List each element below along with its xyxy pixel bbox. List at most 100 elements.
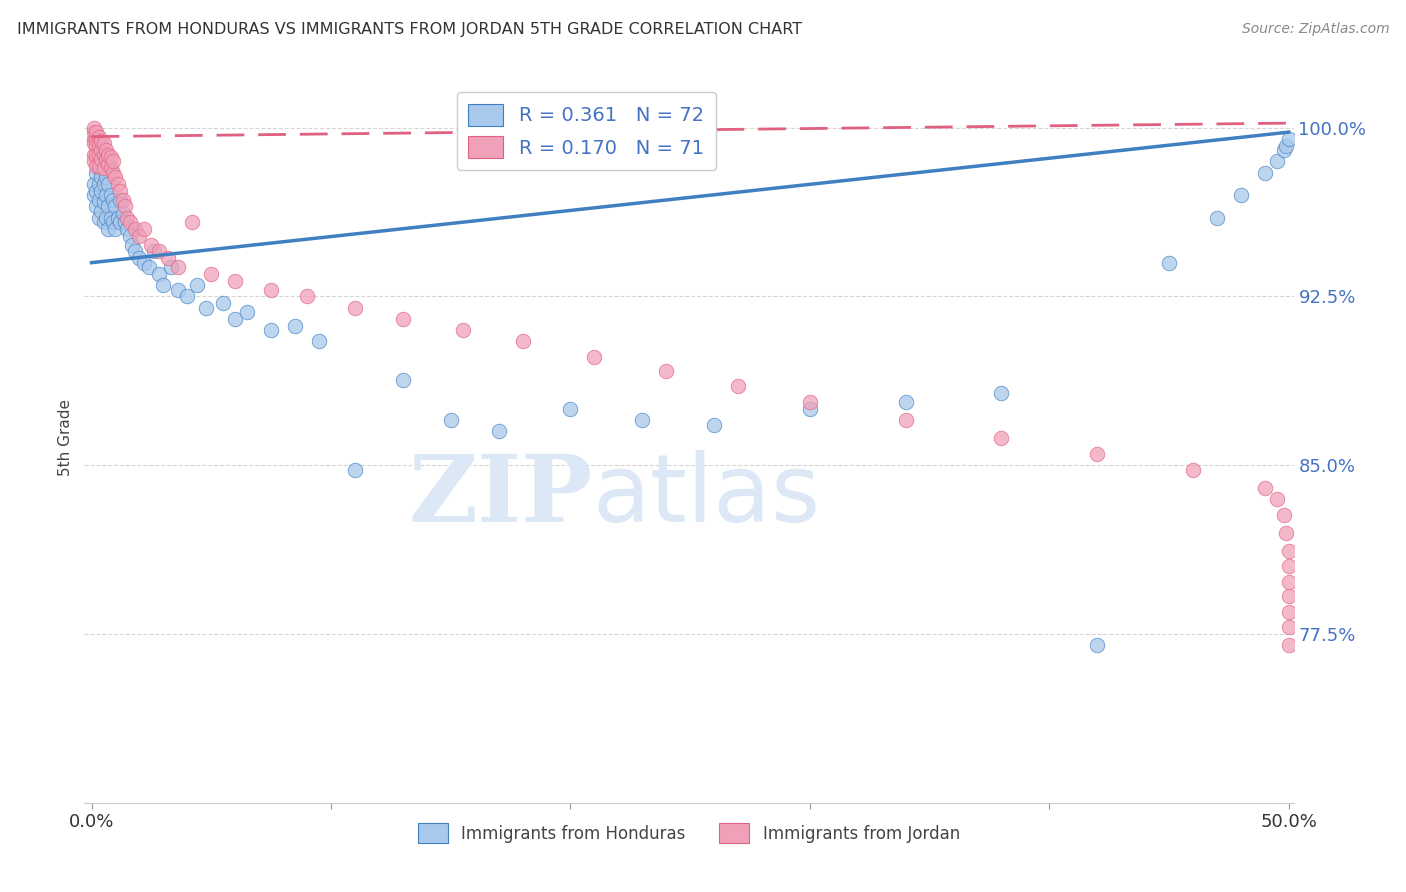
Point bbox=[176, 289, 198, 303]
Point bbox=[94, 152, 117, 166]
Point bbox=[86, 132, 108, 146]
Point bbox=[93, 147, 115, 161]
Point bbox=[1278, 575, 1301, 590]
Point bbox=[100, 211, 122, 225]
Point bbox=[631, 413, 654, 427]
Point bbox=[1230, 188, 1253, 202]
Point bbox=[200, 267, 222, 281]
Point bbox=[97, 222, 120, 236]
Point bbox=[90, 184, 112, 198]
Point bbox=[87, 161, 110, 175]
Point bbox=[90, 152, 112, 166]
Point bbox=[1278, 620, 1301, 634]
Point bbox=[1278, 543, 1301, 558]
Point bbox=[110, 184, 132, 198]
Point bbox=[86, 138, 108, 153]
Point bbox=[94, 188, 117, 202]
Point bbox=[83, 147, 105, 161]
Point bbox=[1278, 132, 1301, 146]
Point bbox=[128, 228, 150, 243]
Point bbox=[83, 188, 105, 202]
Point bbox=[451, 323, 474, 337]
Point bbox=[1272, 143, 1295, 157]
Point bbox=[107, 177, 129, 191]
Point bbox=[90, 143, 112, 157]
Point bbox=[93, 194, 115, 209]
Point bbox=[87, 138, 110, 153]
Point bbox=[148, 267, 170, 281]
Point bbox=[181, 215, 204, 229]
Point bbox=[440, 413, 463, 427]
Point bbox=[1275, 138, 1298, 153]
Point bbox=[1275, 525, 1298, 540]
Point bbox=[83, 125, 105, 139]
Point bbox=[134, 222, 156, 236]
Point bbox=[124, 222, 146, 236]
Point bbox=[1272, 508, 1295, 522]
Point bbox=[93, 215, 115, 229]
Point bbox=[101, 193, 124, 207]
Point bbox=[124, 244, 146, 259]
Point bbox=[87, 129, 110, 144]
Point bbox=[111, 193, 134, 207]
Point bbox=[1265, 154, 1288, 169]
Y-axis label: 5th Grade: 5th Grade bbox=[58, 399, 73, 475]
Point bbox=[110, 193, 132, 207]
Point bbox=[100, 161, 122, 175]
Point bbox=[1278, 589, 1301, 603]
Point bbox=[141, 237, 163, 252]
Point bbox=[166, 283, 188, 297]
Point bbox=[121, 237, 143, 252]
Text: Source: ZipAtlas.com: Source: ZipAtlas.com bbox=[1241, 22, 1389, 37]
Point bbox=[1085, 638, 1108, 652]
Point bbox=[110, 215, 132, 229]
Point bbox=[1085, 447, 1108, 461]
Point bbox=[94, 170, 117, 185]
Point bbox=[1254, 166, 1277, 180]
Point bbox=[93, 161, 115, 175]
Point bbox=[260, 283, 283, 297]
Point bbox=[86, 159, 108, 173]
Point bbox=[1181, 463, 1204, 477]
Point bbox=[114, 199, 136, 213]
Point bbox=[195, 301, 218, 315]
Point bbox=[236, 305, 259, 319]
Legend: Immigrants from Honduras, Immigrants from Jordan: Immigrants from Honduras, Immigrants fro… bbox=[412, 817, 966, 849]
Point bbox=[93, 136, 115, 151]
Point bbox=[100, 188, 122, 202]
Point bbox=[1278, 638, 1301, 652]
Point bbox=[101, 154, 124, 169]
Point bbox=[118, 228, 141, 243]
Point bbox=[118, 215, 141, 229]
Point bbox=[86, 125, 108, 139]
Point bbox=[104, 199, 127, 213]
Point bbox=[560, 401, 582, 416]
Point bbox=[101, 166, 124, 180]
Point bbox=[224, 274, 246, 288]
Point bbox=[391, 373, 413, 387]
Point bbox=[1265, 491, 1288, 506]
Point bbox=[97, 156, 120, 170]
Point bbox=[83, 136, 105, 151]
Point bbox=[148, 244, 170, 259]
Point bbox=[159, 260, 181, 275]
Point bbox=[703, 417, 725, 432]
Point bbox=[138, 260, 160, 275]
Point bbox=[894, 413, 917, 427]
Point bbox=[655, 364, 678, 378]
Point bbox=[83, 132, 105, 146]
Point bbox=[1206, 211, 1229, 225]
Point bbox=[799, 401, 821, 416]
Point bbox=[83, 154, 105, 169]
Point bbox=[343, 301, 366, 315]
Point bbox=[186, 278, 208, 293]
Point bbox=[583, 350, 606, 364]
Text: IMMIGRANTS FROM HONDURAS VS IMMIGRANTS FROM JORDAN 5TH GRADE CORRELATION CHART: IMMIGRANTS FROM HONDURAS VS IMMIGRANTS F… bbox=[17, 22, 801, 37]
Point bbox=[128, 251, 150, 265]
Point bbox=[260, 323, 283, 337]
Point bbox=[212, 296, 235, 310]
Point bbox=[990, 386, 1012, 401]
Point bbox=[86, 147, 108, 161]
Point bbox=[90, 170, 112, 185]
Point bbox=[104, 222, 127, 236]
